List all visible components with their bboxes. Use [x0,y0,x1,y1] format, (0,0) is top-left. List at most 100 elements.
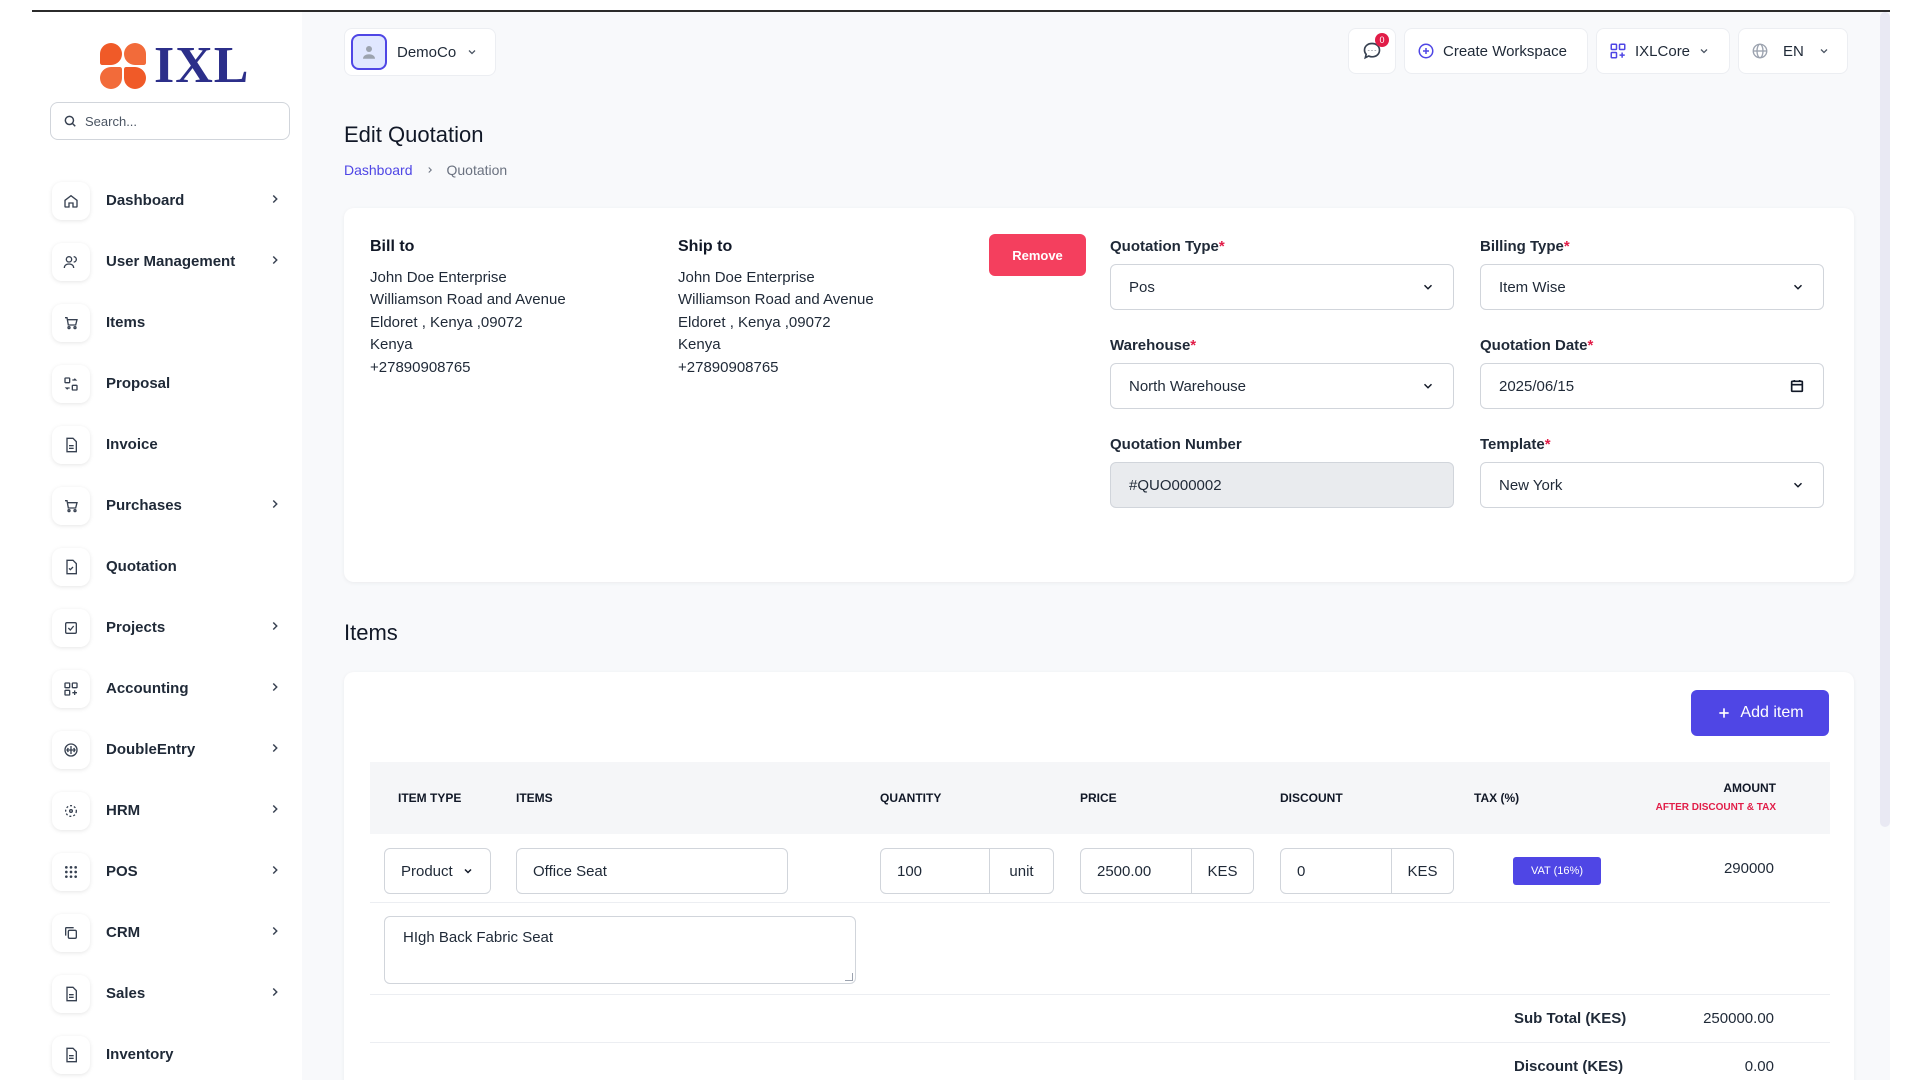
quotation-date-value: 2025/06/15 [1499,377,1575,395]
quantity-unit: unit [989,849,1053,893]
sidebar-item-items[interactable]: Items [52,292,292,353]
template-value: New York [1499,476,1563,494]
ship-to-line: Eldoret , Kenya ,09072 [678,313,831,331]
sidebar-item-dashboard[interactable]: Dashboard [52,170,292,231]
column-header-quantity: QUANTITY [880,791,942,805]
sidebar-item-pos[interactable]: POS [52,841,292,902]
subtotal-label: Sub Total (KES) [1514,1010,1627,1027]
chevron-right-icon [272,804,278,814]
logo[interactable]: IXL [100,36,249,95]
sidebar-item-label: Inventory [106,1046,174,1063]
breadcrumb: Dashboard Quotation [344,162,507,178]
cart-icon [52,486,90,525]
workspace-switcher[interactable]: IXLCore [1596,28,1730,74]
page-scrollbar[interactable] [1880,12,1890,827]
item-name-value: Office Seat [533,862,607,880]
chevron-right-icon [272,743,278,753]
sidebar-item-label: Accounting [106,680,189,697]
notifications-button[interactable]: 0 [1348,28,1396,74]
chevron-down-icon [1793,482,1803,488]
ship-to-line: Kenya [678,336,721,353]
company-avatar-icon [351,34,387,70]
plus-icon [1719,708,1730,718]
template-label: Template* [1480,436,1551,453]
add-item-button[interactable]: Add item [1691,690,1829,736]
ship-to-line: +27890908765 [678,358,779,376]
template-select[interactable]: New York [1480,462,1824,508]
users-icon [52,242,90,281]
row-divider [370,1042,1830,1043]
discount-input-group[interactable]: 0 KES [1280,848,1454,894]
column-header-amount-note: AFTER DISCOUNT & TAX [1655,802,1776,813]
app-frame: IXL Dashboard User Management Items [32,10,1890,1080]
chevron-down-icon [1423,284,1433,290]
price-input-group[interactable]: 2500.00 KES [1080,848,1254,894]
file-check-icon [52,547,90,586]
sidebar-item-accounting[interactable]: Accounting [52,658,292,719]
sidebar-item-label: Quotation [106,558,177,575]
column-header-items: ITEMS [516,791,553,805]
copy-icon [52,913,90,952]
billing-type-select[interactable]: Item Wise [1480,264,1824,310]
quotation-number-label: Quotation Number [1110,436,1242,453]
quotation-details-card: Bill to John Doe Enterprise Williamson R… [344,208,1854,582]
sidebar-item-invoice[interactable]: Invoice [52,414,292,475]
workspace-name: IXLCore [1635,42,1691,60]
resize-handle-icon[interactable] [845,973,853,981]
chevron-down-icon [464,868,472,874]
quantity-input-group[interactable]: 100 unit [880,848,1054,894]
warehouse-select[interactable]: North Warehouse [1110,363,1454,409]
sidebar-item-projects[interactable]: Projects [52,597,292,658]
breadcrumb-home-link[interactable]: Dashboard [344,162,413,178]
column-header-discount: DISCOUNT [1280,791,1343,805]
sidebar-item-label: CRM [106,924,141,941]
sidebar-item-user-management[interactable]: User Management [52,231,292,292]
sidebar-item-doubleentry[interactable]: DoubleEntry [52,719,292,780]
tax-badge[interactable]: VAT (16%) [1513,857,1601,885]
quantity-input[interactable]: 100 [897,862,923,880]
sidebar-item-label: Items [106,314,146,331]
sidebar-item-proposal[interactable]: Proposal [52,353,292,414]
create-workspace-label: Create Workspace [1443,42,1567,60]
chevron-right-icon [272,621,278,631]
quotation-date-input[interactable]: 2025/06/15 [1480,363,1824,409]
swap-icon [52,364,90,403]
bill-to-line: +27890908765 [370,358,471,376]
item-description-textarea[interactable]: HIgh Back Fabric Seat [384,916,856,984]
dots-grid-icon [52,852,90,891]
create-workspace-button[interactable]: Create Workspace [1404,28,1588,74]
add-item-label: Add item [1740,704,1804,721]
calendar-icon[interactable] [1789,378,1805,394]
company-switcher[interactable]: DemoCo [344,28,496,76]
page-title: Edit Quotation [344,122,484,147]
sidebar-item-purchases[interactable]: Purchases [52,475,292,536]
discount-input[interactable]: 0 [1297,862,1306,880]
price-input[interactable]: 2500.00 [1097,862,1152,880]
quotation-type-select[interactable]: Pos [1110,264,1454,310]
item-type-value: Product [401,862,453,880]
sidebar-item-sales[interactable]: Sales [52,963,292,1024]
sidebar-item-hrm[interactable]: HRM [52,780,292,841]
sidebar-item-inventory[interactable]: Inventory [52,1024,292,1080]
row-divider [370,994,1830,995]
sidebar-nav: Dashboard User Management Items Proposal… [52,170,292,1080]
bill-to-block: Bill to John Doe Enterprise Williamson R… [370,236,566,379]
file-icon [52,974,90,1013]
file-icon [52,425,90,464]
item-name-input[interactable]: Office Seat [516,848,788,894]
language-switcher[interactable]: EN [1738,28,1848,74]
sidebar-item-quotation[interactable]: Quotation [52,536,292,597]
items-table-header: ITEM TYPE ITEMS QUANTITY PRICE DISCOUNT … [370,762,1830,834]
bill-to-line: Kenya [370,336,413,353]
remove-customer-button[interactable]: Remove [989,234,1086,276]
search-input[interactable] [85,113,265,129]
file-icon [52,1035,90,1074]
item-type-select[interactable]: Product [384,848,491,894]
row-divider [370,902,1830,903]
bill-to-heading: Bill to [370,238,415,255]
items-card: Add item ITEM TYPE ITEMS QUANTITY PRICE … [344,672,1854,1080]
sidebar-item-label: HRM [106,802,141,819]
billing-type-value: Item Wise [1499,278,1566,296]
chevron-down-icon [1700,49,1708,54]
sidebar-item-crm[interactable]: CRM [52,902,292,963]
